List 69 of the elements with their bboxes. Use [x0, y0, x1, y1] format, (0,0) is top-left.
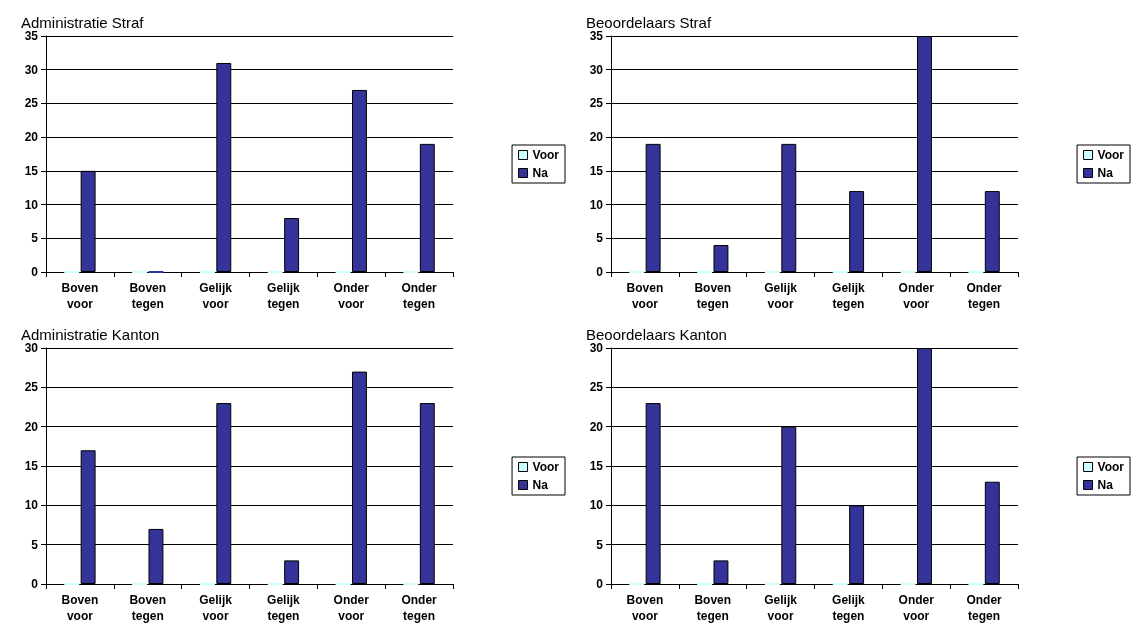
y-tick-label: 25: [589, 96, 604, 111]
x-tick-label: Boven voor: [626, 281, 664, 311]
y-tick-label: 20: [24, 130, 39, 145]
x-tick-label: Onder tegen: [966, 281, 1003, 311]
y-tick-label: 20: [24, 419, 39, 434]
y-tick-label: 0: [31, 577, 39, 591]
y-tick-label: 5: [31, 537, 39, 552]
y-tick-label: 5: [596, 537, 604, 552]
y-tick-label: 35: [24, 29, 39, 43]
bar: [284, 560, 300, 584]
legend-label: Na: [1097, 478, 1114, 492]
y-tick-label: 5: [596, 231, 604, 246]
y-tick-label: 25: [24, 96, 39, 111]
y-tick-label: 10: [589, 197, 604, 212]
x-tick-label: Boven tegen: [129, 281, 167, 311]
x-tick-label: Onder tegen: [401, 593, 438, 623]
x-tick-label: Onder tegen: [966, 593, 1003, 623]
bar: [713, 245, 729, 272]
legend-label: Voor: [1097, 460, 1125, 474]
y-tick-label: 20: [589, 419, 604, 434]
y-tick-label: 10: [24, 197, 39, 212]
x-tick-label: Boven tegen: [694, 281, 732, 311]
x-tick-label: Onder tegen: [401, 281, 438, 311]
y-tick-label: 35: [589, 29, 604, 43]
chart-title: Administratie Kanton: [21, 326, 160, 343]
y-tick-label: 0: [596, 265, 604, 279]
x-tick-label: Gelijk tegen: [832, 281, 866, 311]
x-tick-label: Onder voor: [898, 593, 935, 623]
bar: [713, 560, 729, 584]
y-tick-label: 10: [24, 498, 39, 513]
y-tick-label: 0: [596, 577, 604, 591]
y-tick-label: 5: [31, 231, 39, 246]
chart-title: Administratie Straf: [21, 14, 145, 31]
x-tick-label: Gelijk tegen: [267, 281, 301, 311]
y-tick-label: 15: [24, 163, 39, 178]
x-tick-label: Onder voor: [333, 593, 370, 623]
x-tick-label: Boven voor: [61, 281, 99, 311]
y-tick-label: 10: [589, 498, 604, 513]
chart-title: Beoordelaars Straf: [586, 14, 712, 31]
y-tick-label: 15: [589, 459, 604, 473]
legend-label: Voor: [1097, 148, 1125, 162]
x-tick-label: Gelijk voor: [199, 593, 233, 623]
legend-label: Na: [532, 478, 549, 492]
y-tick-label: 25: [24, 380, 39, 395]
legend-label: Voor: [532, 148, 560, 162]
x-tick-label: Onder voor: [333, 281, 370, 311]
y-tick-label: 25: [589, 380, 604, 395]
x-tick-label: Boven voor: [61, 593, 99, 623]
y-tick-label: 15: [589, 163, 604, 178]
y-tick-label: 20: [589, 130, 604, 145]
y-tick-label: 30: [24, 341, 39, 355]
x-tick-label: Boven tegen: [694, 593, 732, 623]
x-tick-label: Gelijk tegen: [267, 593, 301, 623]
y-tick-label: 30: [24, 62, 39, 77]
y-tick-label: 15: [24, 459, 39, 473]
x-tick-label: Gelijk voor: [764, 593, 798, 623]
x-tick-label: Gelijk voor: [764, 281, 798, 311]
y-tick-label: 30: [589, 62, 604, 77]
chart-title: Beoordelaars Kanton: [586, 326, 727, 343]
legend-label: Voor: [532, 460, 560, 474]
legend-label: Na: [1097, 166, 1114, 180]
x-tick-label: Boven tegen: [129, 593, 167, 623]
x-tick-label: Boven voor: [626, 593, 664, 623]
x-tick-label: Gelijk tegen: [832, 593, 866, 623]
y-tick-label: 30: [589, 341, 604, 355]
legend-label: Na: [532, 166, 549, 180]
y-tick-label: 0: [31, 265, 39, 279]
x-tick-label: Gelijk voor: [199, 281, 233, 311]
x-tick-label: Onder voor: [898, 281, 935, 311]
